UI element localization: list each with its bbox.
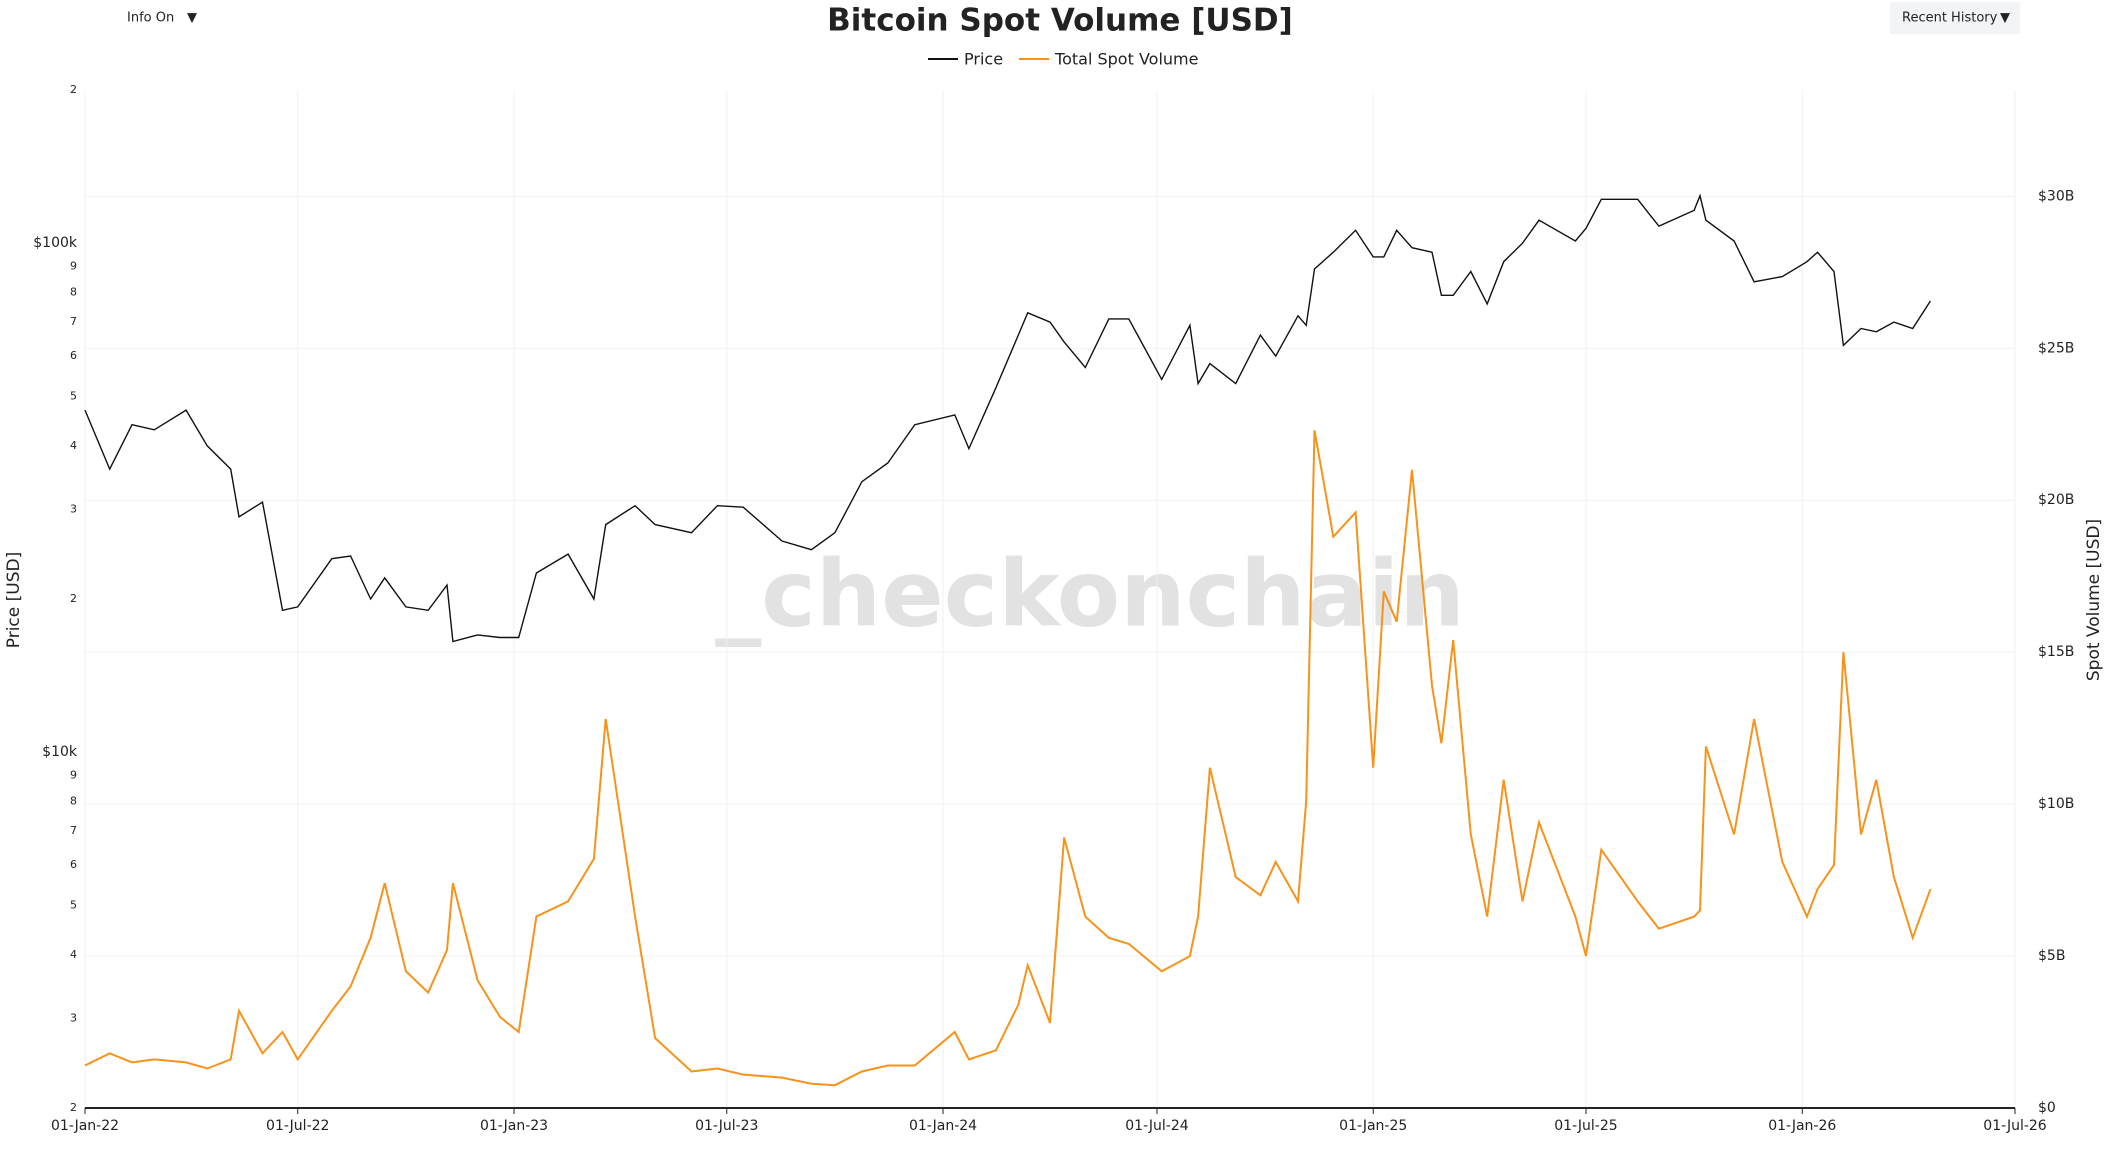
y-tick-label: 4 [70,948,77,961]
info-dropdown[interactable]: Info On ▼ [127,11,197,26]
legend-label: Total Spot Volume [1054,50,1198,69]
y-tick-label: $100k [33,235,78,251]
y-tick-label: 2 [70,1101,77,1114]
history-label[interactable]: Recent History [1902,11,1998,26]
x-tick-label: 01-Jul-25 [1554,1118,1617,1134]
y-tick-label: 8 [70,795,77,808]
y-tick-label: 9 [70,260,77,273]
x-tick-label: 01-Jul-23 [695,1118,758,1134]
dropdown-box[interactable] [1890,2,2020,34]
legend-label: Price [964,50,1003,69]
y-tick-label: 6 [70,858,77,871]
y-tick-label: 2 [70,83,77,96]
y-tick-label: $10k [42,744,78,760]
series-line [84,193,1931,643]
x-tick-label: 01-Jan-26 [1768,1118,1836,1134]
x-tick-label: 01-Jul-22 [266,1118,329,1134]
y-tick-label: 6 [70,349,77,362]
y-tick-label: 3 [70,1011,77,1024]
y-tick-label: 5 [70,898,77,911]
watermark: _checkonchain [715,540,1465,647]
y-tick-label: 7 [70,824,77,837]
series-line [84,430,1932,1087]
y-tick-label: 7 [70,315,77,328]
x-tick-label: 01-Jul-26 [1983,1118,2046,1134]
y2-tick-label: $5B [2038,948,2065,964]
info-label[interactable]: Info On [127,11,174,26]
y-tick-label: 5 [70,389,77,402]
y-tick-label: 2 [70,592,77,605]
x-tick-label: 01-Jan-25 [1339,1118,1407,1134]
dropdown-arrow[interactable]: ▼ [2000,11,2010,26]
y2-tick-label: $20B [2038,492,2074,508]
x-tick-label: 01-Jan-22 [51,1118,119,1134]
y-tick-label: 4 [70,439,77,452]
x-tick-label: 01-Jan-24 [909,1118,977,1134]
y2-tick-label: $15B [2038,644,2074,660]
y-tick-label: 3 [70,502,77,515]
history-dropdown[interactable]: Recent History ▼ [1890,2,2020,34]
y-axis-title: Price [USD] [4,552,24,648]
y-tick-label: 8 [70,286,77,299]
x-tick-label: 01-Jul-24 [1125,1118,1188,1134]
dropdown-arrow[interactable]: ▼ [187,11,197,26]
y2-tick-label: $10B [2038,796,2074,812]
x-tick-label: 01-Jan-23 [480,1118,548,1134]
y-tick-label: 9 [70,769,77,782]
chart-title: Bitcoin Spot Volume [USD] [827,3,1293,39]
y2-tick-label: $25B [2038,340,2074,356]
y2-tick-label: $0 [2038,1100,2056,1116]
y2-axis-title: Spot Volume [USD] [2084,519,2104,681]
y2-tick-label: $30B [2038,188,2074,204]
